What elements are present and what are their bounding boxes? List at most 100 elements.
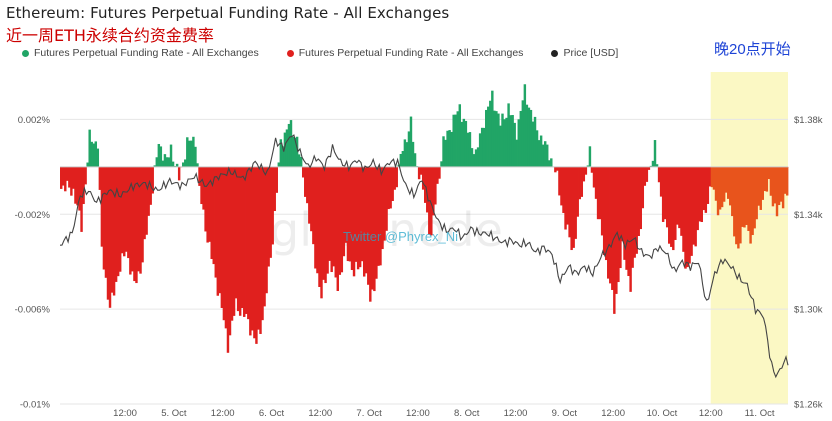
funding-rate-bar-negative	[672, 166, 675, 251]
funding-rate-bar-negative	[574, 166, 577, 239]
funding-rate-bar-positive	[153, 165, 156, 167]
funding-rate-bar-negative	[767, 166, 771, 180]
legend: Futures Perpetual Funding Rate - All Exc…	[22, 47, 646, 59]
funding-rate-bar-positive	[165, 157, 169, 167]
funding-rate-bar-negative	[265, 166, 268, 294]
funding-rate-bar-negative	[379, 166, 382, 266]
funding-rate-bar-positive	[167, 157, 171, 167]
funding-rate-bar-positive	[405, 142, 409, 167]
funding-rate-bar-positive	[537, 140, 541, 167]
funding-rate-bar-negative	[737, 166, 740, 249]
funding-rate-bar-negative	[710, 166, 714, 188]
funding-rate-bar-negative	[757, 166, 760, 206]
legend-item-negative-rate[interactable]: Futures Perpetual Funding Rate - All Exc…	[286, 47, 524, 59]
funding-rate-bar-negative	[604, 166, 608, 261]
funding-rate-bar-negative	[98, 166, 102, 190]
funding-rate-bar-positive	[285, 129, 289, 167]
funding-rate-bar-negative	[434, 166, 437, 205]
funding-rate-bar-negative	[269, 166, 272, 258]
funding-rate-bar-negative	[779, 166, 783, 202]
funding-rate-bar-positive	[513, 122, 516, 167]
funding-rate-bar-positive	[495, 111, 498, 167]
x-tick-label: 5. Oct	[161, 408, 187, 419]
funding-rate-bar-negative	[330, 166, 333, 273]
funding-rate-bar-negative	[712, 166, 716, 190]
funding-rate-bar-negative	[238, 166, 242, 316]
y-left-tick-label: -0.006%	[15, 305, 51, 316]
funding-rate-bar-negative	[609, 166, 612, 284]
funding-rate-bar-positive	[503, 119, 506, 167]
funding-rate-bar-negative	[739, 166, 742, 244]
funding-rate-bar-negative	[686, 166, 689, 268]
legend-item-price[interactable]: Price [USD]	[551, 47, 618, 59]
funding-rate-bar-negative	[714, 166, 718, 201]
funding-rate-bar-negative	[417, 166, 421, 180]
funding-rate-bar-negative	[645, 166, 649, 182]
funding-rate-bar-negative	[753, 166, 756, 229]
funding-rate-bar-negative	[137, 166, 140, 272]
funding-rate-bar-negative	[369, 166, 372, 302]
funding-rate-bar-negative	[393, 166, 396, 190]
funding-rate-bar-negative	[706, 166, 710, 204]
funding-rate-bar-negative	[70, 166, 73, 196]
funding-rate-bar-negative	[785, 166, 789, 196]
funding-rate-bar-positive	[474, 149, 478, 167]
funding-rate-bar-negative	[104, 166, 108, 278]
funding-rate-bar-negative	[127, 166, 130, 259]
funding-rate-bar-positive	[413, 153, 417, 167]
funding-rate-bar-positive	[586, 165, 590, 167]
y-left-tick-label: -0.01%	[20, 400, 51, 411]
funding-rate-bar-positive	[289, 120, 293, 167]
funding-rate-bar-negative	[143, 166, 146, 240]
funding-rate-bar-positive	[169, 144, 173, 167]
funding-rate-bar-negative	[592, 166, 596, 188]
funding-rate-bar-negative	[332, 166, 335, 267]
funding-rate-bar-negative	[306, 166, 309, 204]
funding-rate-bar-positive	[399, 153, 403, 167]
funding-rate-bar-negative	[641, 166, 645, 209]
x-tick-label: 6. Oct	[259, 408, 285, 419]
funding-rate-bar-positive	[96, 148, 100, 167]
funding-rate-bar-positive	[588, 146, 592, 167]
funding-rate-bar-negative	[558, 166, 561, 196]
funding-rate-bar-negative	[745, 166, 748, 225]
funding-rate-bar-negative	[698, 166, 701, 222]
funding-rate-bar-positive	[509, 115, 512, 167]
annotation-text: 晚20点开始	[714, 41, 791, 58]
funding-rate-bar-positive	[157, 143, 161, 167]
legend-item-positive-rate[interactable]: Futures Perpetual Funding Rate - All Exc…	[22, 47, 259, 59]
funding-rate-bar-positive	[525, 104, 529, 167]
funding-rate-bar-negative	[322, 166, 325, 280]
funding-rate-bar-negative	[60, 166, 63, 189]
funding-rate-bar-positive	[407, 131, 411, 167]
funding-rate-bar-negative	[647, 166, 651, 170]
funding-rate-bar-negative	[426, 166, 429, 213]
funding-rate-bar-negative	[735, 166, 738, 245]
funding-rate-bar-negative	[116, 166, 120, 277]
funding-rate-bar-negative	[72, 166, 75, 189]
funding-rate-bar-positive	[175, 163, 179, 167]
funding-rate-bar-negative	[212, 166, 215, 265]
funding-rate-bar-positive	[521, 100, 525, 167]
funding-rate-bar-negative	[759, 166, 762, 210]
funding-rate-bar-negative	[236, 166, 240, 312]
funding-rate-bar-negative	[661, 166, 665, 222]
funding-rate-bar-positive	[501, 113, 504, 167]
funding-rate-bar-positive	[539, 135, 543, 167]
funding-rate-bar-positive	[546, 144, 549, 167]
legend-label: Price [USD]	[563, 47, 619, 59]
funding-rate-bar-negative	[556, 166, 559, 171]
funding-rate-bar-negative	[637, 166, 640, 237]
funding-rate-bar-positive	[401, 151, 405, 167]
funding-rate-bar-negative	[204, 166, 207, 232]
funding-rate-bar-negative	[106, 166, 110, 300]
funding-rate-bar-negative	[684, 166, 687, 269]
legend-label: Futures Perpetual Funding Rate - All Exc…	[298, 47, 524, 59]
x-tick-label: 8. Oct	[454, 408, 480, 419]
y-right-tick-label: $1.34k	[794, 210, 823, 221]
funding-rate-bar-negative	[100, 166, 104, 247]
funding-rate-bar-positive	[295, 136, 299, 167]
funding-rate-bar-negative	[389, 166, 392, 209]
funding-rate-bar-negative	[255, 166, 258, 344]
funding-rate-bar-negative	[356, 166, 360, 270]
